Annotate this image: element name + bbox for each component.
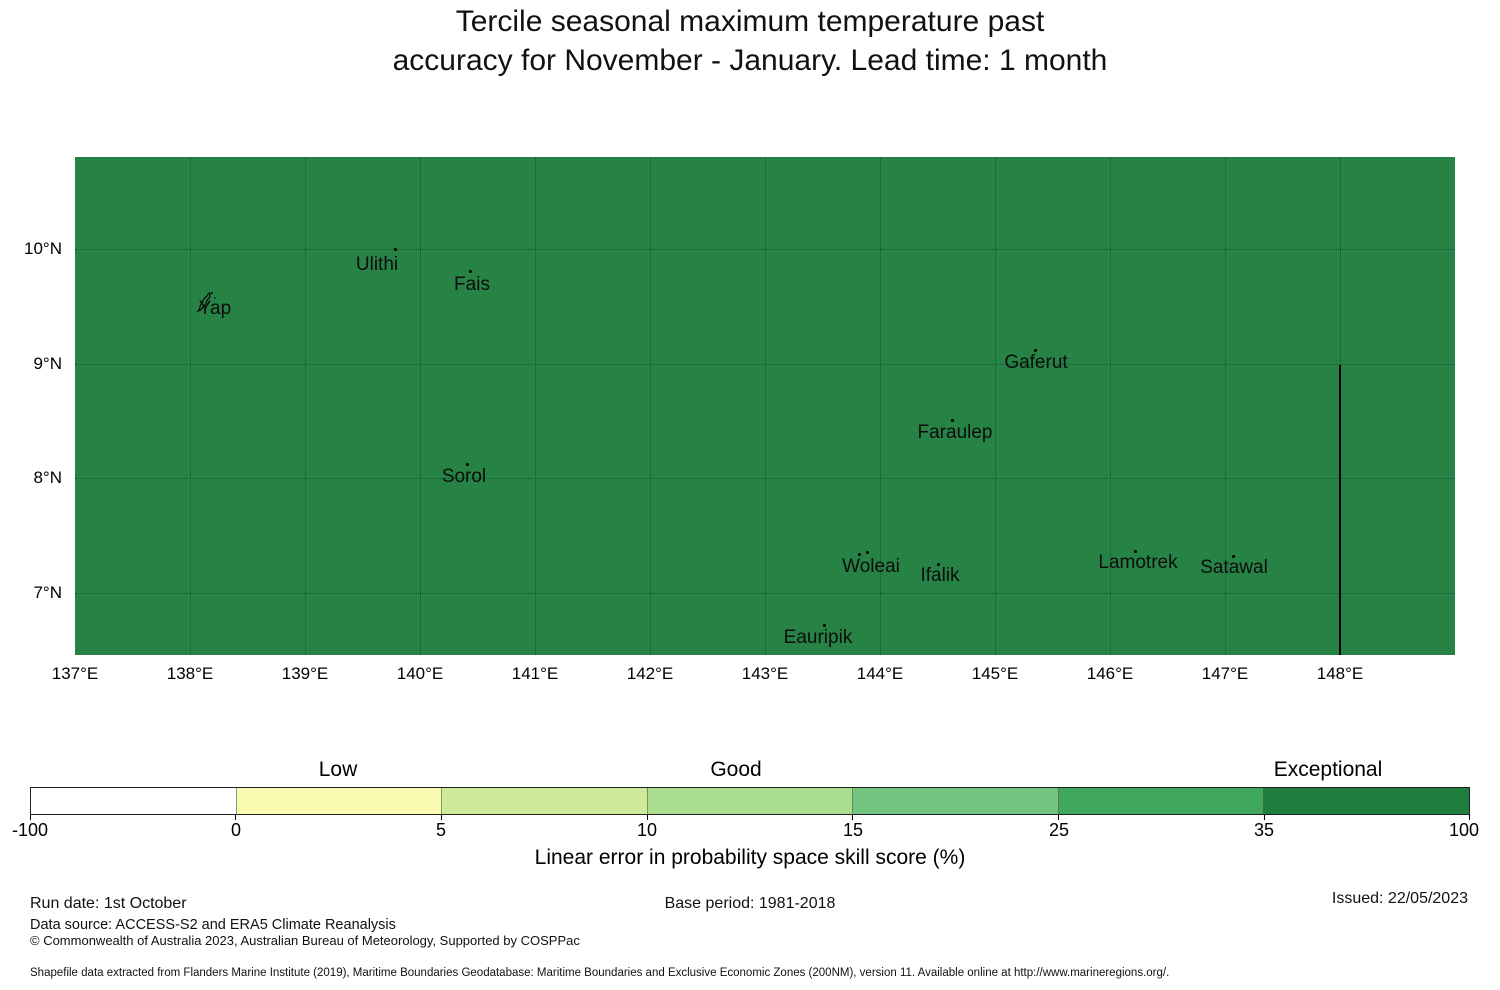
island-dot-gaferut xyxy=(1034,349,1037,352)
colorbar-segment-0-5 xyxy=(236,788,443,814)
colorbar-segment-35-100 xyxy=(1264,788,1470,814)
colorbar-class-good: Good xyxy=(710,758,762,781)
colorbar-class-exceptional: Exceptional xyxy=(1273,758,1383,781)
island-label-faraulep: Faraulep xyxy=(917,422,993,443)
island-dot-ulithi xyxy=(394,248,397,251)
ytick-8n: 8°N xyxy=(33,468,62,487)
island-dot-satawal xyxy=(1232,555,1235,558)
xtick-143e: 143°E xyxy=(741,664,789,683)
island-dot-eauripik xyxy=(823,624,826,627)
colorbar-tickmark xyxy=(852,815,853,820)
gridline-10n xyxy=(75,249,1455,250)
island-label-yap: Yap xyxy=(198,298,232,319)
xtick-146e: 146°E xyxy=(1086,664,1134,683)
island-dot-woleai-2 xyxy=(866,551,869,554)
ytick-7n: 7°N xyxy=(33,583,62,602)
island-label-fais: Fais xyxy=(454,274,490,295)
xtick-142e: 142°E xyxy=(626,664,674,683)
island-label-ifalik: Ifalik xyxy=(920,565,960,586)
island-dot-woleai-1 xyxy=(858,553,861,556)
island-dot-faraulep xyxy=(951,419,954,422)
figure-title-line2: accuracy for November - January. Lead ti… xyxy=(392,44,1108,77)
colorbar-tickmark xyxy=(441,815,442,820)
colorbar-tickmark xyxy=(30,815,31,820)
gridline-147e xyxy=(1225,157,1226,655)
island-label-ulithi: Ulithi xyxy=(355,254,399,275)
eez-boundary-line xyxy=(1339,365,1341,655)
colorbar-tickmark xyxy=(1058,815,1059,820)
xtick-147e: 147°E xyxy=(1201,664,1249,683)
figure-title-line1: Tercile seasonal maximum temperature pas… xyxy=(455,5,1045,38)
base-period-text: Base period: 1981-2018 xyxy=(664,895,836,912)
island-label-gaferut: Gaferut xyxy=(1004,352,1068,373)
colorbar-tickmark xyxy=(235,815,236,820)
colorbar xyxy=(30,787,1470,815)
colorbar-tick-25: 25 xyxy=(1048,820,1070,840)
island-label-eauripik: Eauripik xyxy=(783,627,853,648)
colorbar-segment-5-10 xyxy=(442,788,648,814)
island-label-sorol: Sorol xyxy=(441,466,487,487)
colorbar-segment-10-15 xyxy=(647,788,854,814)
colorbar-tick-5: 5 xyxy=(435,820,447,840)
island-dot-fais xyxy=(469,270,472,273)
xtick-141e: 141°E xyxy=(511,664,559,683)
island-dot-lamotrek xyxy=(1134,550,1137,553)
colorbar-tick-neg100: -100 xyxy=(11,820,49,840)
colorbar-tick-15: 15 xyxy=(842,820,864,840)
xtick-140e: 140°E xyxy=(396,664,444,683)
island-label-woleai: Woleai xyxy=(842,556,900,577)
island-dot-sorol xyxy=(466,463,469,466)
colorbar-tick-0: 0 xyxy=(230,820,242,840)
xtick-148e: 148°E xyxy=(1316,664,1364,683)
colorbar-class-low: Low xyxy=(318,758,358,781)
run-date-text: Run date: 1st October xyxy=(30,895,187,912)
gridline-138e xyxy=(190,157,191,655)
colorbar-tick-35: 35 xyxy=(1253,820,1275,840)
shapefile-attribution-text: Shapefile data extracted from Flanders M… xyxy=(30,967,1170,979)
xtick-145e: 145°E xyxy=(971,664,1019,683)
colorbar-axis-label: Linear error in probability space skill … xyxy=(534,846,966,869)
colorbar-tickmark xyxy=(647,815,648,820)
island-label-lamotrek: Lamotrek xyxy=(1098,552,1178,573)
ytick-10n: 10°N xyxy=(24,239,62,258)
ytick-9n: 9°N xyxy=(33,354,62,373)
colorbar-tickmark xyxy=(1264,815,1265,820)
island-label-satawal: Satawal xyxy=(1200,557,1268,578)
gridline-140e xyxy=(420,157,421,655)
xtick-139e: 139°E xyxy=(281,664,329,683)
island-dot-ifalik xyxy=(937,563,940,566)
gridline-141e xyxy=(535,157,536,655)
colorbar-tick-100: 100 xyxy=(1448,820,1480,840)
issued-date-text: Issued: 22/05/2023 xyxy=(1331,890,1468,907)
gridline-146e xyxy=(1110,157,1111,655)
data-source-text: Data source: ACCESS-S2 and ERA5 Climate … xyxy=(30,917,396,933)
gridline-142e xyxy=(650,157,651,655)
colorbar-tickmark xyxy=(1469,815,1470,820)
colorbar-segment-25-35 xyxy=(1058,788,1265,814)
gridline-143e xyxy=(765,157,766,655)
colorbar-tick-10: 10 xyxy=(636,820,658,840)
map-panel: Yap Ulithi Fais Sorol Gaferut Faraulep W… xyxy=(75,157,1455,655)
gridline-9n xyxy=(75,364,1455,365)
colorbar-segment-neg100-0 xyxy=(31,788,237,814)
xtick-137e: 137°E xyxy=(51,664,99,683)
gridline-144e xyxy=(880,157,881,655)
gridline-139e xyxy=(305,157,306,655)
gridline-8n xyxy=(75,478,1455,479)
yap-island-shape xyxy=(196,292,216,312)
figure-title: Tercile seasonal maximum temperature pas… xyxy=(0,2,1500,80)
gridline-145e xyxy=(995,157,996,655)
xtick-144e: 144°E xyxy=(856,664,904,683)
colorbar-segment-15-25 xyxy=(853,788,1059,814)
gridline-7n xyxy=(75,593,1455,594)
xtick-138e: 138°E xyxy=(166,664,214,683)
copyright-text: © Commonwealth of Australia 2023, Austra… xyxy=(30,933,580,948)
